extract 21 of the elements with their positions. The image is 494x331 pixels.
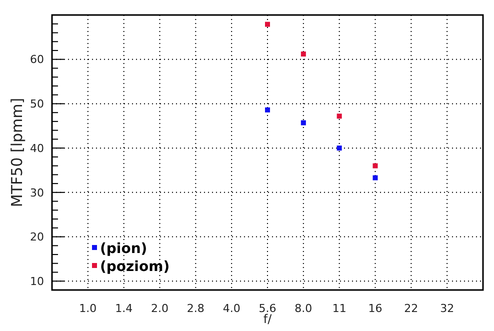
y-tick-label: 20	[30, 230, 44, 244]
legend-label: (pion)	[100, 240, 148, 257]
x-tick-label: 5.6	[258, 302, 276, 315]
x-axis-title: f/	[263, 312, 273, 326]
x-tick-label: 11	[332, 302, 346, 315]
y-tick-label: 60	[30, 53, 44, 66]
x-tick-label: 22	[404, 302, 418, 315]
y-tick-label: 30	[30, 186, 44, 200]
x-tick-label: 1.4	[115, 302, 133, 315]
x-tick-label: 8.0	[294, 302, 312, 315]
y-tick-label: 40	[30, 142, 44, 155]
x-tick-label: 1.0	[79, 302, 97, 315]
y-axis-title: MTF50 [lpmm]	[8, 98, 26, 208]
y-tick-label: 50	[30, 98, 44, 111]
x-tick-label: 16	[368, 302, 382, 315]
x-tick-label: 32	[440, 302, 454, 315]
legend-label: (poziom)	[100, 258, 170, 275]
x-tick-label: 2.8	[186, 302, 204, 315]
x-tick-label: 2.0	[151, 302, 168, 315]
y-tick-label: 10	[30, 274, 44, 288]
x-tick-label: 4.0	[222, 302, 240, 315]
